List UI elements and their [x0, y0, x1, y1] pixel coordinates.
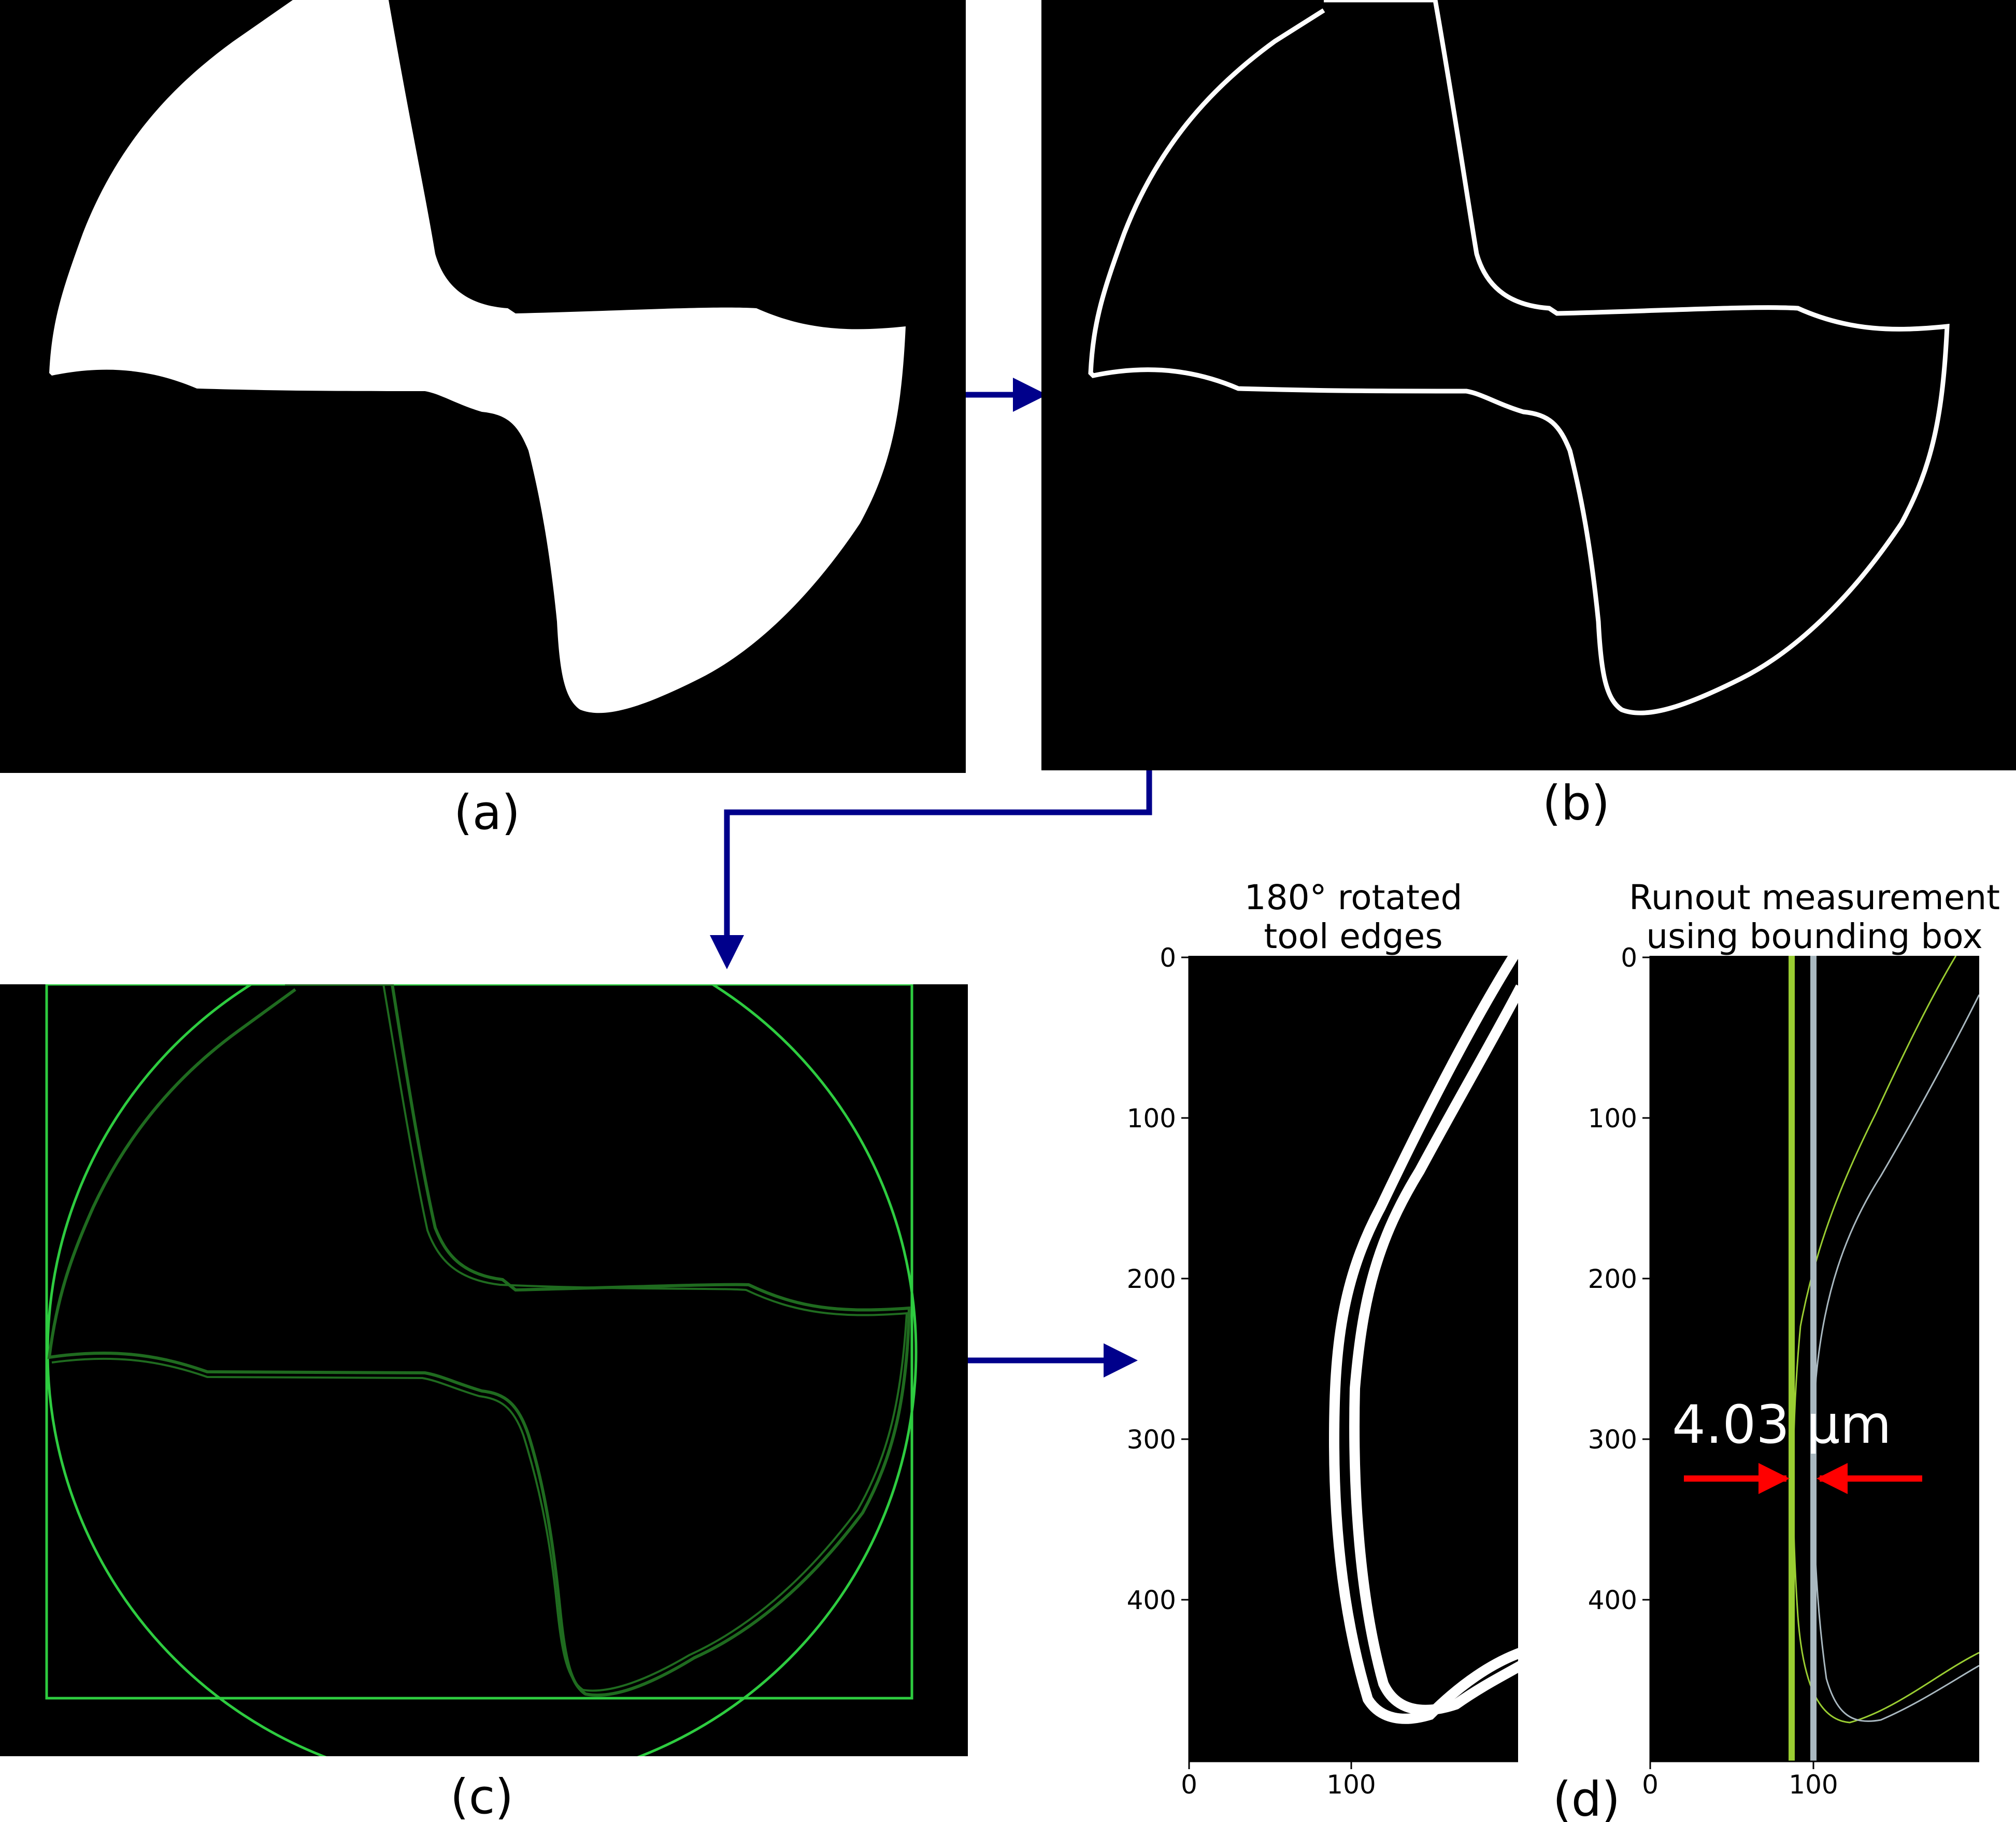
plot-left-ytick-200: 200: [1127, 1264, 1176, 1294]
plot-right-ytick-300: 300: [1588, 1425, 1637, 1455]
plot-left-title-line2: tool edges: [1264, 916, 1442, 956]
plot-right-ytick-0: 0: [1621, 943, 1637, 973]
plot-right-ytick-100: 100: [1588, 1103, 1637, 1134]
plot-left-xtick-100: 100: [1326, 1770, 1376, 1800]
plot-left-ytick-100: 100: [1127, 1103, 1176, 1134]
plot-rotated-edges: 180° rotated tool edges 0 100 200 300 40…: [1127, 878, 1518, 1800]
runout-measurement-value: 4.03 μm: [1672, 1394, 1892, 1456]
tool-edge-contour: [1088, 0, 1950, 715]
plot-runout-measurement: Runout measurement using bounding box 4.…: [1588, 878, 2000, 1800]
plot-left-x-axis: 0 100: [1181, 1760, 1518, 1800]
panel-a-label: (a): [454, 785, 520, 840]
plot-right-ytick-400: 400: [1588, 1585, 1637, 1615]
plot-left-y-axis: 0 100 200 300 400: [1127, 943, 1190, 1761]
tool-contour-overlay-offset: [51, 984, 908, 1692]
bounding-box: [45, 984, 913, 1700]
plot-left-ytick-0: 0: [1160, 943, 1176, 973]
plot-left-ytick-300: 300: [1127, 1425, 1176, 1455]
panel-d-label: (d): [1553, 1772, 1620, 1822]
plot-right-ytick-200: 200: [1588, 1264, 1637, 1294]
plot-right-y-axis: 0 100 200 300 400: [1588, 943, 1651, 1761]
plot-right-title-line2: using bounding box: [1646, 916, 1982, 956]
panel-b-edge-image: [1041, 0, 2016, 770]
panel-b-label: (b): [1542, 776, 1610, 831]
panel-a-binary-image: [0, 0, 966, 773]
rotated-edge-curve-inner: [1349, 984, 1518, 1715]
plot-right-xtick-0: 0: [1642, 1770, 1658, 1800]
plot-left-xtick-0: 0: [1181, 1770, 1197, 1800]
plot-right-title-line1: Runout measurement: [1629, 878, 2000, 917]
arrow-b-to-c: [710, 770, 1152, 969]
panel-c-label: (c): [450, 1769, 513, 1822]
panel-c-overlay-image: [0, 984, 968, 1756]
plot-right-xtick-100: 100: [1789, 1770, 1838, 1800]
plot-right-x-axis: 0 100: [1642, 1760, 1979, 1800]
tool-cross-section-shape: [49, 0, 906, 713]
plot-left-ytick-400: 400: [1127, 1585, 1176, 1615]
plot-left-title-line1: 180° rotated: [1245, 878, 1463, 917]
